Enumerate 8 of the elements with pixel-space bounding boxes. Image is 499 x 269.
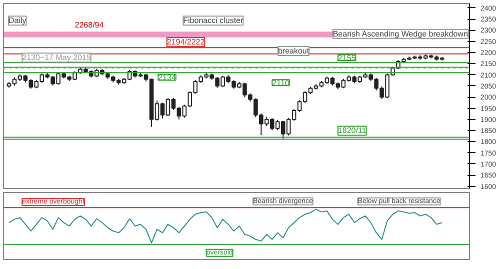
band-label: 2268/94 [74, 20, 104, 30]
annotation: Bearish Ascending Wedge breakdown [332, 29, 468, 38]
ref-line-label: 1820/11 [338, 126, 367, 136]
annotation: breakout [278, 46, 310, 56]
annotation: Fibonacci cluster [183, 16, 244, 26]
annotation: Daily [8, 16, 26, 26]
ref-line-label: 2134 [158, 73, 176, 82]
ref-line-label: 2130~17 May 2015 [22, 53, 92, 62]
